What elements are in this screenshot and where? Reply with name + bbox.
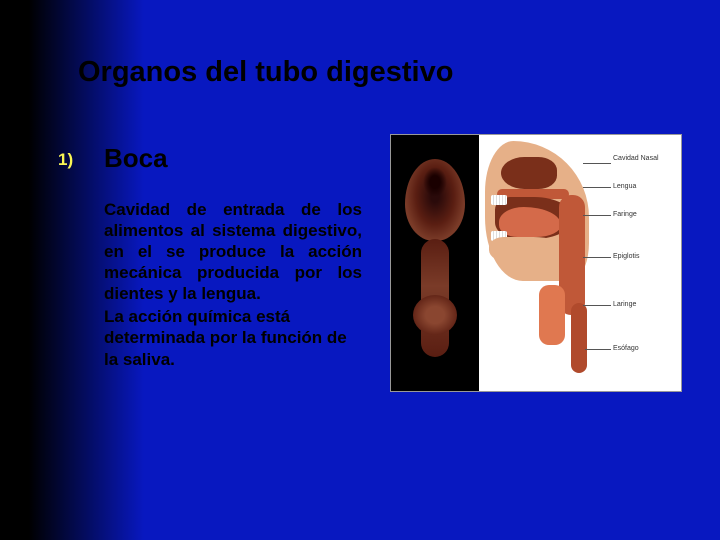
anatomy-diagram: Cavidad Nasal Lengua Faringe Epiglotis L… <box>390 134 682 392</box>
leader-line <box>583 257 611 258</box>
label-cavidad-nasal: Cavidad Nasal <box>613 155 659 162</box>
larynx-shape <box>539 285 565 345</box>
leader-line <box>583 163 611 164</box>
label-lengua: Lengua <box>613 183 636 190</box>
leader-line <box>583 187 611 188</box>
paragraph-2: La acción química está determinada por l… <box>104 306 362 369</box>
front-oral-cavity-shape <box>405 159 465 241</box>
nasal-cavity-shape <box>501 157 557 189</box>
esophagus-shape <box>571 303 587 373</box>
anatomy-sagittal-view: Cavidad Nasal Lengua Faringe Epiglotis L… <box>479 135 681 391</box>
anatomy-front-view <box>391 135 479 391</box>
label-laringe: Laringe <box>613 301 636 308</box>
body-text-block: Cavidad de entrada de los alimentos al s… <box>104 199 362 372</box>
leader-line <box>583 305 611 306</box>
label-epiglotis: Epiglotis <box>613 253 639 260</box>
leader-line <box>583 215 611 216</box>
front-larynx-shape <box>413 295 457 335</box>
slide-subheading: Boca <box>104 143 168 174</box>
label-esofago: Esófago <box>613 345 639 352</box>
slide-title: Organos del tubo digestivo <box>78 56 453 89</box>
list-item-number: 1) <box>58 150 73 170</box>
label-faringe: Faringe <box>613 211 637 218</box>
paragraph-1: Cavidad de entrada de los alimentos al s… <box>104 199 362 304</box>
upper-teeth-shape <box>491 195 507 205</box>
leader-line <box>585 349 611 350</box>
